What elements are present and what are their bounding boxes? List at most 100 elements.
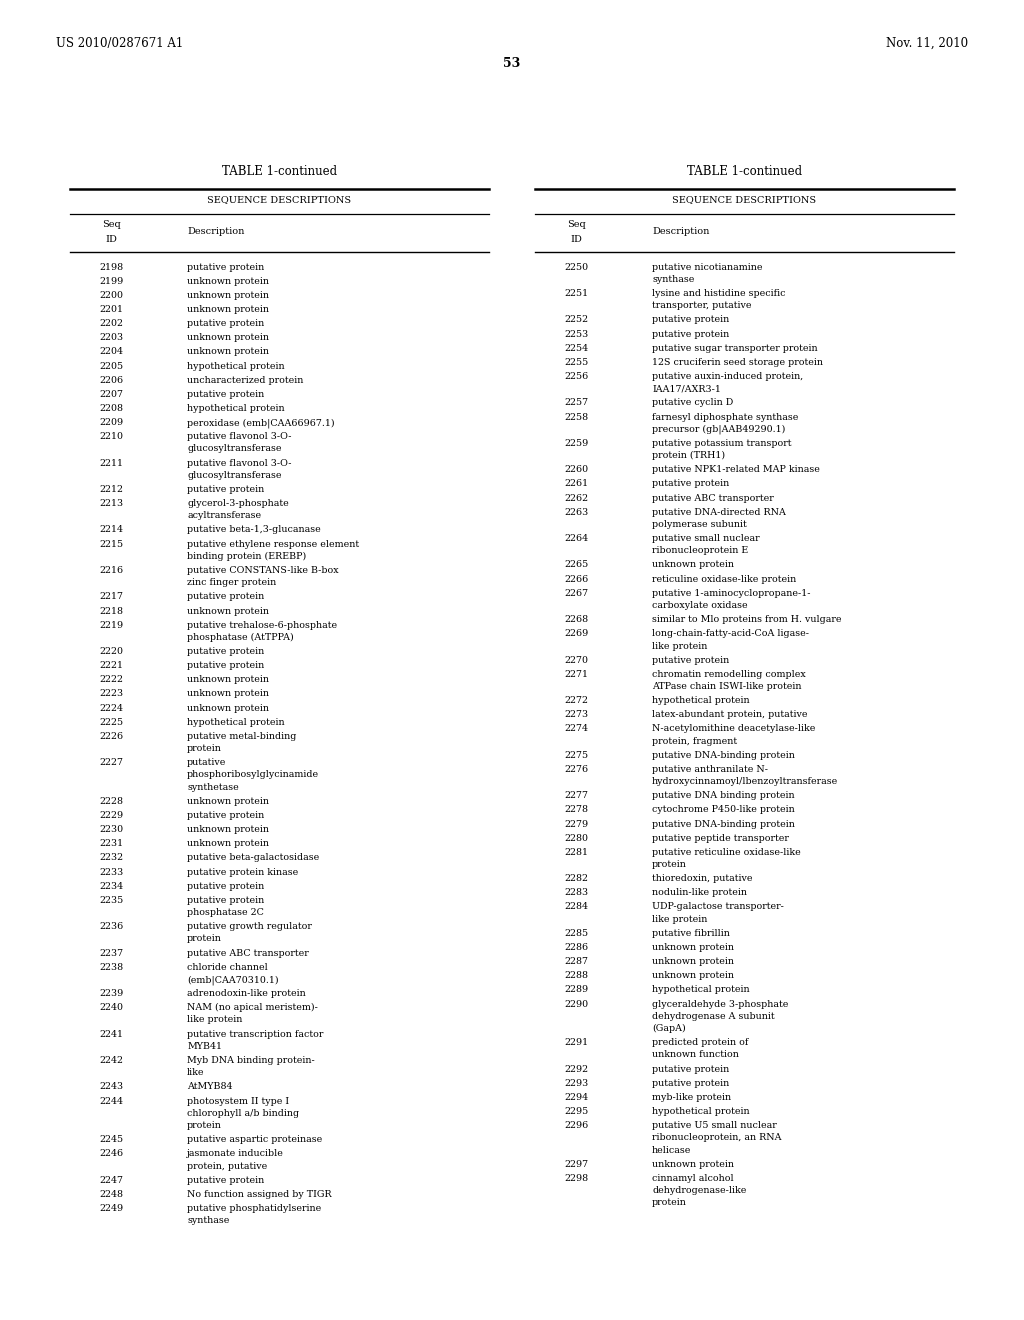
Text: AtMYB84: AtMYB84 bbox=[187, 1082, 232, 1092]
Text: putative ABC transporter: putative ABC transporter bbox=[187, 949, 309, 957]
Text: cytochrome P450-like protein: cytochrome P450-like protein bbox=[652, 805, 795, 814]
Text: 2297: 2297 bbox=[564, 1160, 589, 1168]
Text: dehydrogenase A subunit: dehydrogenase A subunit bbox=[652, 1012, 775, 1020]
Text: TABLE 1-continued: TABLE 1-continued bbox=[222, 165, 337, 178]
Text: 2277: 2277 bbox=[564, 792, 589, 800]
Text: putative protein: putative protein bbox=[187, 810, 264, 820]
Text: putative protein: putative protein bbox=[187, 593, 264, 602]
Text: 2225: 2225 bbox=[99, 718, 124, 727]
Text: putative protein: putative protein bbox=[187, 484, 264, 494]
Text: ribonucleoprotein E: ribonucleoprotein E bbox=[652, 546, 749, 556]
Text: 2228: 2228 bbox=[99, 797, 124, 807]
Text: 2294: 2294 bbox=[564, 1093, 589, 1102]
Text: putative protein: putative protein bbox=[187, 896, 264, 904]
Text: glyceraldehyde 3-phosphate: glyceraldehyde 3-phosphate bbox=[652, 999, 788, 1008]
Text: unknown protein: unknown protein bbox=[187, 840, 269, 849]
Text: putative potassium transport: putative potassium transport bbox=[652, 440, 792, 447]
Text: glucosyltransferase: glucosyltransferase bbox=[187, 471, 282, 480]
Text: hypothetical protein: hypothetical protein bbox=[652, 986, 750, 994]
Text: cinnamyl alcohol: cinnamyl alcohol bbox=[652, 1173, 734, 1183]
Text: 2250: 2250 bbox=[564, 263, 589, 272]
Text: 2202: 2202 bbox=[99, 319, 124, 329]
Text: jasmonate inducible: jasmonate inducible bbox=[187, 1150, 284, 1159]
Text: putative 1-aminocyclopropane-1-: putative 1-aminocyclopropane-1- bbox=[652, 589, 811, 598]
Text: 2231: 2231 bbox=[99, 840, 124, 849]
Text: 2283: 2283 bbox=[564, 888, 589, 898]
Text: 2230: 2230 bbox=[99, 825, 124, 834]
Text: unknown protein: unknown protein bbox=[187, 689, 269, 698]
Text: 2292: 2292 bbox=[564, 1065, 589, 1073]
Text: Seq: Seq bbox=[102, 220, 121, 230]
Text: 2254: 2254 bbox=[564, 343, 589, 352]
Text: No function assigned by TIGR: No function assigned by TIGR bbox=[187, 1189, 332, 1199]
Text: unknown protein: unknown protein bbox=[652, 972, 734, 981]
Text: 2216: 2216 bbox=[99, 566, 124, 576]
Text: hypothetical protein: hypothetical protein bbox=[652, 696, 750, 705]
Text: 2273: 2273 bbox=[564, 710, 589, 719]
Text: 2244: 2244 bbox=[99, 1097, 124, 1106]
Text: synthetase: synthetase bbox=[187, 783, 239, 792]
Text: putative trehalose-6-phosphate: putative trehalose-6-phosphate bbox=[187, 620, 337, 630]
Text: 2264: 2264 bbox=[564, 535, 589, 543]
Text: 2249: 2249 bbox=[99, 1204, 124, 1213]
Text: 2288: 2288 bbox=[564, 972, 589, 981]
Text: 2261: 2261 bbox=[564, 479, 589, 488]
Text: 2207: 2207 bbox=[99, 389, 124, 399]
Text: Myb DNA binding protein-: Myb DNA binding protein- bbox=[187, 1056, 315, 1065]
Text: 12S cruciferin seed storage protein: 12S cruciferin seed storage protein bbox=[652, 358, 823, 367]
Text: putative U5 small nuclear: putative U5 small nuclear bbox=[652, 1121, 777, 1130]
Text: UDP-galactose transporter-: UDP-galactose transporter- bbox=[652, 903, 784, 912]
Text: helicase: helicase bbox=[652, 1146, 691, 1155]
Text: similar to Mlo proteins from H. vulgare: similar to Mlo proteins from H. vulgare bbox=[652, 615, 842, 624]
Text: like: like bbox=[187, 1068, 205, 1077]
Text: 2248: 2248 bbox=[99, 1189, 124, 1199]
Text: putative protein: putative protein bbox=[187, 389, 264, 399]
Text: carboxylate oxidase: carboxylate oxidase bbox=[652, 601, 748, 610]
Text: protein (TRH1): protein (TRH1) bbox=[652, 451, 725, 461]
Text: long-chain-fatty-acid-CoA ligase-: long-chain-fatty-acid-CoA ligase- bbox=[652, 630, 809, 639]
Text: 2298: 2298 bbox=[564, 1173, 589, 1183]
Text: unknown function: unknown function bbox=[652, 1051, 739, 1060]
Text: 2287: 2287 bbox=[564, 957, 589, 966]
Text: unknown protein: unknown protein bbox=[187, 607, 269, 615]
Text: dehydrogenase-like: dehydrogenase-like bbox=[652, 1187, 746, 1195]
Text: unknown protein: unknown protein bbox=[652, 957, 734, 966]
Text: 2198: 2198 bbox=[99, 263, 124, 272]
Text: 2258: 2258 bbox=[564, 413, 589, 421]
Text: Description: Description bbox=[652, 227, 710, 236]
Text: putative ABC transporter: putative ABC transporter bbox=[652, 494, 774, 503]
Text: protein: protein bbox=[187, 744, 222, 754]
Text: protein: protein bbox=[652, 861, 687, 869]
Text: SEQUENCE DESCRIPTIONS: SEQUENCE DESCRIPTIONS bbox=[208, 195, 351, 205]
Text: 2222: 2222 bbox=[99, 676, 124, 684]
Text: adrenodoxin-like protein: adrenodoxin-like protein bbox=[187, 989, 306, 998]
Text: 2242: 2242 bbox=[99, 1056, 124, 1065]
Text: putative CONSTANS-like B-box: putative CONSTANS-like B-box bbox=[187, 566, 339, 576]
Text: 2213: 2213 bbox=[99, 499, 124, 508]
Text: hydroxycinnamoyl/lbenzoyltransferase: hydroxycinnamoyl/lbenzoyltransferase bbox=[652, 777, 839, 787]
Text: putative metal-binding: putative metal-binding bbox=[187, 731, 297, 741]
Text: putative: putative bbox=[187, 758, 226, 767]
Text: phosphoribosylglycinamide: phosphoribosylglycinamide bbox=[187, 771, 319, 780]
Text: Nov. 11, 2010: Nov. 11, 2010 bbox=[886, 37, 968, 50]
Text: glycerol-3-phosphate: glycerol-3-phosphate bbox=[187, 499, 289, 508]
Text: phosphatase (AtTPPA): phosphatase (AtTPPA) bbox=[187, 634, 294, 642]
Text: TABLE 1-continued: TABLE 1-continued bbox=[687, 165, 802, 178]
Text: protein, putative: protein, putative bbox=[187, 1162, 267, 1171]
Text: 2211: 2211 bbox=[99, 458, 124, 467]
Text: putative auxin-induced protein,: putative auxin-induced protein, bbox=[652, 372, 804, 381]
Text: 2210: 2210 bbox=[99, 432, 124, 441]
Text: putative protein: putative protein bbox=[187, 661, 264, 671]
Text: unknown protein: unknown protein bbox=[652, 1160, 734, 1168]
Text: 2214: 2214 bbox=[99, 525, 124, 535]
Text: unknown protein: unknown protein bbox=[187, 825, 269, 834]
Text: putative cyclin D: putative cyclin D bbox=[652, 399, 733, 408]
Text: putative fibrillin: putative fibrillin bbox=[652, 929, 730, 939]
Text: 2201: 2201 bbox=[99, 305, 124, 314]
Text: 2296: 2296 bbox=[564, 1121, 589, 1130]
Text: 2200: 2200 bbox=[99, 290, 124, 300]
Text: 2203: 2203 bbox=[99, 334, 124, 342]
Text: 2286: 2286 bbox=[564, 942, 589, 952]
Text: 2269: 2269 bbox=[564, 630, 589, 639]
Text: 2253: 2253 bbox=[564, 330, 589, 339]
